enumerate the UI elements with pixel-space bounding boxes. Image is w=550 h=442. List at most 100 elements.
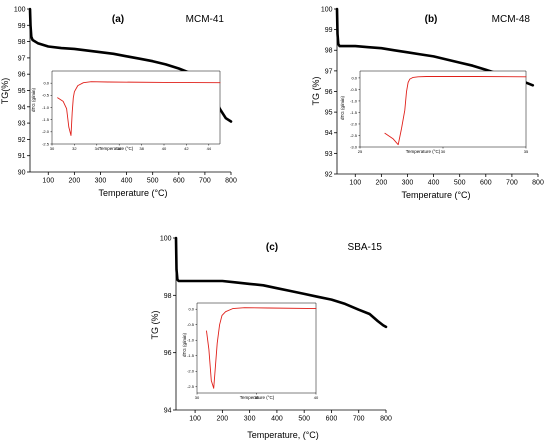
panel-b-inset-x-tick-label: 35 (524, 149, 529, 154)
panel-c-y-tick-label: 96 (164, 350, 172, 357)
panel-c-inset-y-tick-label: -1.5 (187, 353, 195, 358)
panel-a-y-tick-label: 93 (18, 121, 26, 128)
panel-a-label: (a) (112, 14, 124, 25)
panel-c-inset-xlabel: Temperature (°C) (240, 395, 275, 400)
panel-b-x-tick-label: 400 (428, 180, 440, 187)
panel-c-x-tick-label: 100 (189, 416, 201, 423)
panel-c-x-tick-label: 700 (353, 416, 365, 423)
panel-b-ylabel: TG (%) (311, 77, 321, 106)
panel-c: 100 200 300 400 500 600 700 800 94 96 98 100 (c) SB… (150, 235, 392, 440)
panel-a-x-tick-label: 300 (95, 178, 107, 185)
panel-c-inset-x-tick-label: 40 (314, 395, 319, 400)
panel-a-xlabel: Temperature (°C) (98, 188, 167, 198)
panel-b-x-tick-label: 700 (506, 180, 518, 187)
panel-b-sample-label: MCM-48 (492, 14, 531, 25)
panel-a-inset-plot-area (52, 71, 220, 144)
panel-b: 100 200 300 400 500 600 700 800 92 93 94 95 96 97 98 99… (311, 6, 544, 200)
panel-c-inset-y-tick-label: -2.0 (187, 369, 195, 374)
panel-b-y-tick-label: 96 (325, 89, 333, 96)
panel-b-y-tick-label: 92 (325, 171, 333, 178)
panel-a-x-tick-label: 800 (225, 178, 237, 185)
panel-c-x-tick-label: 400 (271, 416, 283, 423)
panel-a-x-tick-label: 700 (199, 178, 211, 185)
panel-b-x-tick-label: 300 (402, 180, 414, 187)
panel-a-y-tick-label: 100 (14, 6, 26, 13)
panel-a-inset: 30 32 34 36 38 40 42 44 0.0 -0.5 -1.0 -1.5 -2.0 -2.5 (42, 70, 221, 151)
panel-c-ylabel: TG (%) (150, 311, 160, 340)
panel-a-y-tick-label: 92 (18, 137, 26, 144)
panel-a-inset-y-tick-label: 0.0 (43, 81, 49, 86)
panel-a-inset-x-tick-label: 32 (72, 146, 77, 151)
panel-a-y-tick-label: 94 (18, 104, 26, 111)
panel-a-y-tick-label: 97 (18, 55, 26, 62)
panel-a-inset-x-tick-label: 34 (95, 146, 100, 151)
panel-b-inset-y-tick-label: -1.0 (350, 98, 358, 103)
panel-b-inset-ylabel: dTG (g/min) (340, 96, 345, 121)
panel-c-inset-plot-area (197, 303, 316, 393)
panel-b-inset-y-tick-label: -3.0 (350, 144, 358, 149)
panel-c-inset-y-tick-label: -1.0 (187, 338, 195, 343)
panel-c-y-tick-label: 94 (164, 407, 172, 414)
panel-a-y-tick-label: 98 (18, 39, 26, 46)
panel-a-y-tick-label: 99 (18, 23, 26, 30)
panel-c-x-tick-label: 600 (326, 416, 338, 423)
panel-a-inset-x-tick-label: 30 (50, 146, 55, 151)
panel-a-y-tick-label: 91 (18, 153, 26, 160)
panel-c-inset-y-tick-label: -0.5 (187, 322, 195, 327)
panel-c-y-tick-label: 98 (164, 293, 172, 300)
panel-c-sample-label: SBA-15 (348, 242, 383, 253)
panel-b-x-tick-label: 600 (480, 180, 492, 187)
panel-b-y-tick-label: 93 (325, 151, 333, 158)
panel-a-y-tick-label: 95 (18, 88, 26, 95)
panel-b-inset-y-tick-label: -1.5 (350, 110, 358, 115)
panel-b-x-tick-label: 100 (349, 180, 361, 187)
panel-a-inset-xlabel: Temperature (°C) (99, 146, 134, 151)
panel-a-inset-x-tick-label: 42 (184, 146, 189, 151)
panel-b-inset-series-line (384, 76, 527, 146)
panel-b-y-tick-label: 99 (325, 27, 333, 34)
panel-a-x-tick-label: 500 (147, 178, 159, 185)
panel-a-inset-y-tick-label: -2.5 (42, 141, 50, 146)
panel-c-series-line (174, 236, 388, 329)
panel-b-inset-xlabel: Temperature (°C) (406, 149, 441, 154)
panel-c-inset-y-tick-label: -2.5 (187, 384, 195, 389)
panel-a-x-tick-label: 600 (173, 178, 185, 185)
panel-a-inset-y-tick-label: -0.5 (42, 93, 50, 98)
panel-b-y-tick-label: 97 (325, 68, 333, 75)
panel-b-x-tick-label: 800 (532, 180, 544, 187)
panel-a: 100 200 300 400 500 600 700 800 90 91 92 93 94 95 96 97… (0, 6, 237, 198)
panel-a-inset-x-tick-label: 38 (139, 146, 144, 151)
panel-a-inset-y-tick-label: -2.0 (42, 129, 50, 134)
panel-c-xlabel: Temperature, (°C) (247, 430, 319, 440)
panel-a-inset-ylabel: dTG (g/min) (31, 88, 36, 113)
panel-a-inset-x-tick-label: 44 (207, 146, 212, 151)
panel-a-y-tick-label: 90 (18, 169, 26, 176)
panel-c-inset-series-line (206, 307, 317, 389)
panel-a-inset-series-line (57, 81, 221, 136)
panel-c-label: (c) (266, 242, 278, 253)
panel-c-x-tick-label: 200 (217, 416, 229, 423)
panel-b-x-tick-label: 200 (376, 180, 388, 187)
panel-c-inset: 30 35 40 0.0 -0.5 -1.0 -1.5 -2.0 -2.5 (187, 302, 319, 400)
panel-b-xlabel: Temperature (°C) (401, 190, 470, 200)
panel-b-inset-y-tick-label: 0.0 (351, 75, 357, 80)
panel-a-inset-x-tick-label: 36 (117, 146, 122, 151)
panel-a-sample-label: MCM-41 (186, 14, 225, 25)
panel-c-x-tick-label: 500 (298, 416, 310, 423)
panel-b-y-tick-label: 100 (321, 6, 333, 13)
panel-c-inset-y-tick-label: 0.0 (188, 307, 194, 312)
panel-c-x-tick-label: 800 (380, 416, 392, 423)
panel-a-y-tick-label: 96 (18, 72, 26, 79)
panel-b-inset-y-tick-label: -2.5 (350, 133, 358, 138)
panel-c-inset-x-tick-label: 35 (254, 395, 259, 400)
panel-a-inset-y-tick-label: -1.0 (42, 105, 50, 110)
panel-b-x-tick-label: 500 (454, 180, 466, 187)
panel-c-x-tick-label: 300 (244, 416, 256, 423)
panel-a-inset-y-tick-label: -1.5 (42, 117, 50, 122)
panel-b-inset-x-tick-label: 30 (441, 149, 446, 154)
panel-b-y-tick-label: 95 (325, 110, 333, 117)
panel-b-label: (b) (425, 14, 438, 25)
panel-b-y-tick-label: 98 (325, 48, 333, 55)
panel-a-x-tick-label: 400 (121, 178, 133, 185)
